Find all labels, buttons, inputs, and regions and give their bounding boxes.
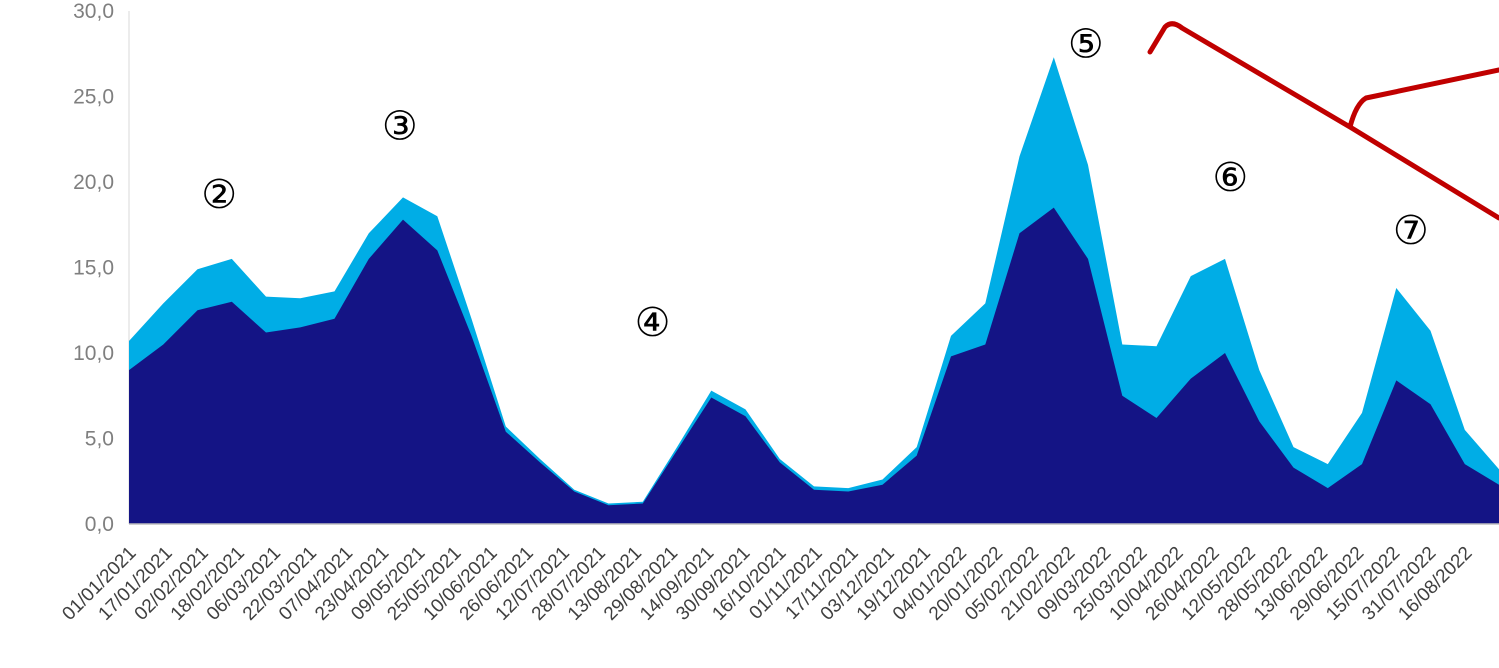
series-area-lower (129, 208, 1499, 524)
wave-annotation: ⑦ (1393, 208, 1429, 254)
y-tick-label: 20,0 (73, 171, 114, 194)
wave-annotation: ⑥ (1212, 155, 1248, 201)
wave-annotation: ③ (382, 104, 418, 150)
y-tick-label: 0,0 (85, 513, 114, 536)
y-tick-label: 15,0 (73, 257, 114, 280)
wave-annotation: ⑤ (1068, 21, 1104, 67)
y-axis: 0,0 5,0 10,0 15,0 20,0 25,0 30,0 (73, 0, 129, 536)
y-tick-label: 5,0 (85, 428, 114, 451)
y-tick-label: 25,0 (73, 86, 114, 109)
wave-annotation: ④ (635, 300, 671, 346)
y-tick-label: 10,0 (73, 342, 114, 365)
x-axis: 01/01/202117/01/202102/02/202118/02/2021… (58, 543, 1476, 625)
wave-annotation: ② (201, 172, 237, 218)
plot-areas (129, 57, 1499, 524)
red-bracket-overlay (1150, 24, 1499, 218)
y-tick-label: 30,0 (73, 0, 114, 23)
